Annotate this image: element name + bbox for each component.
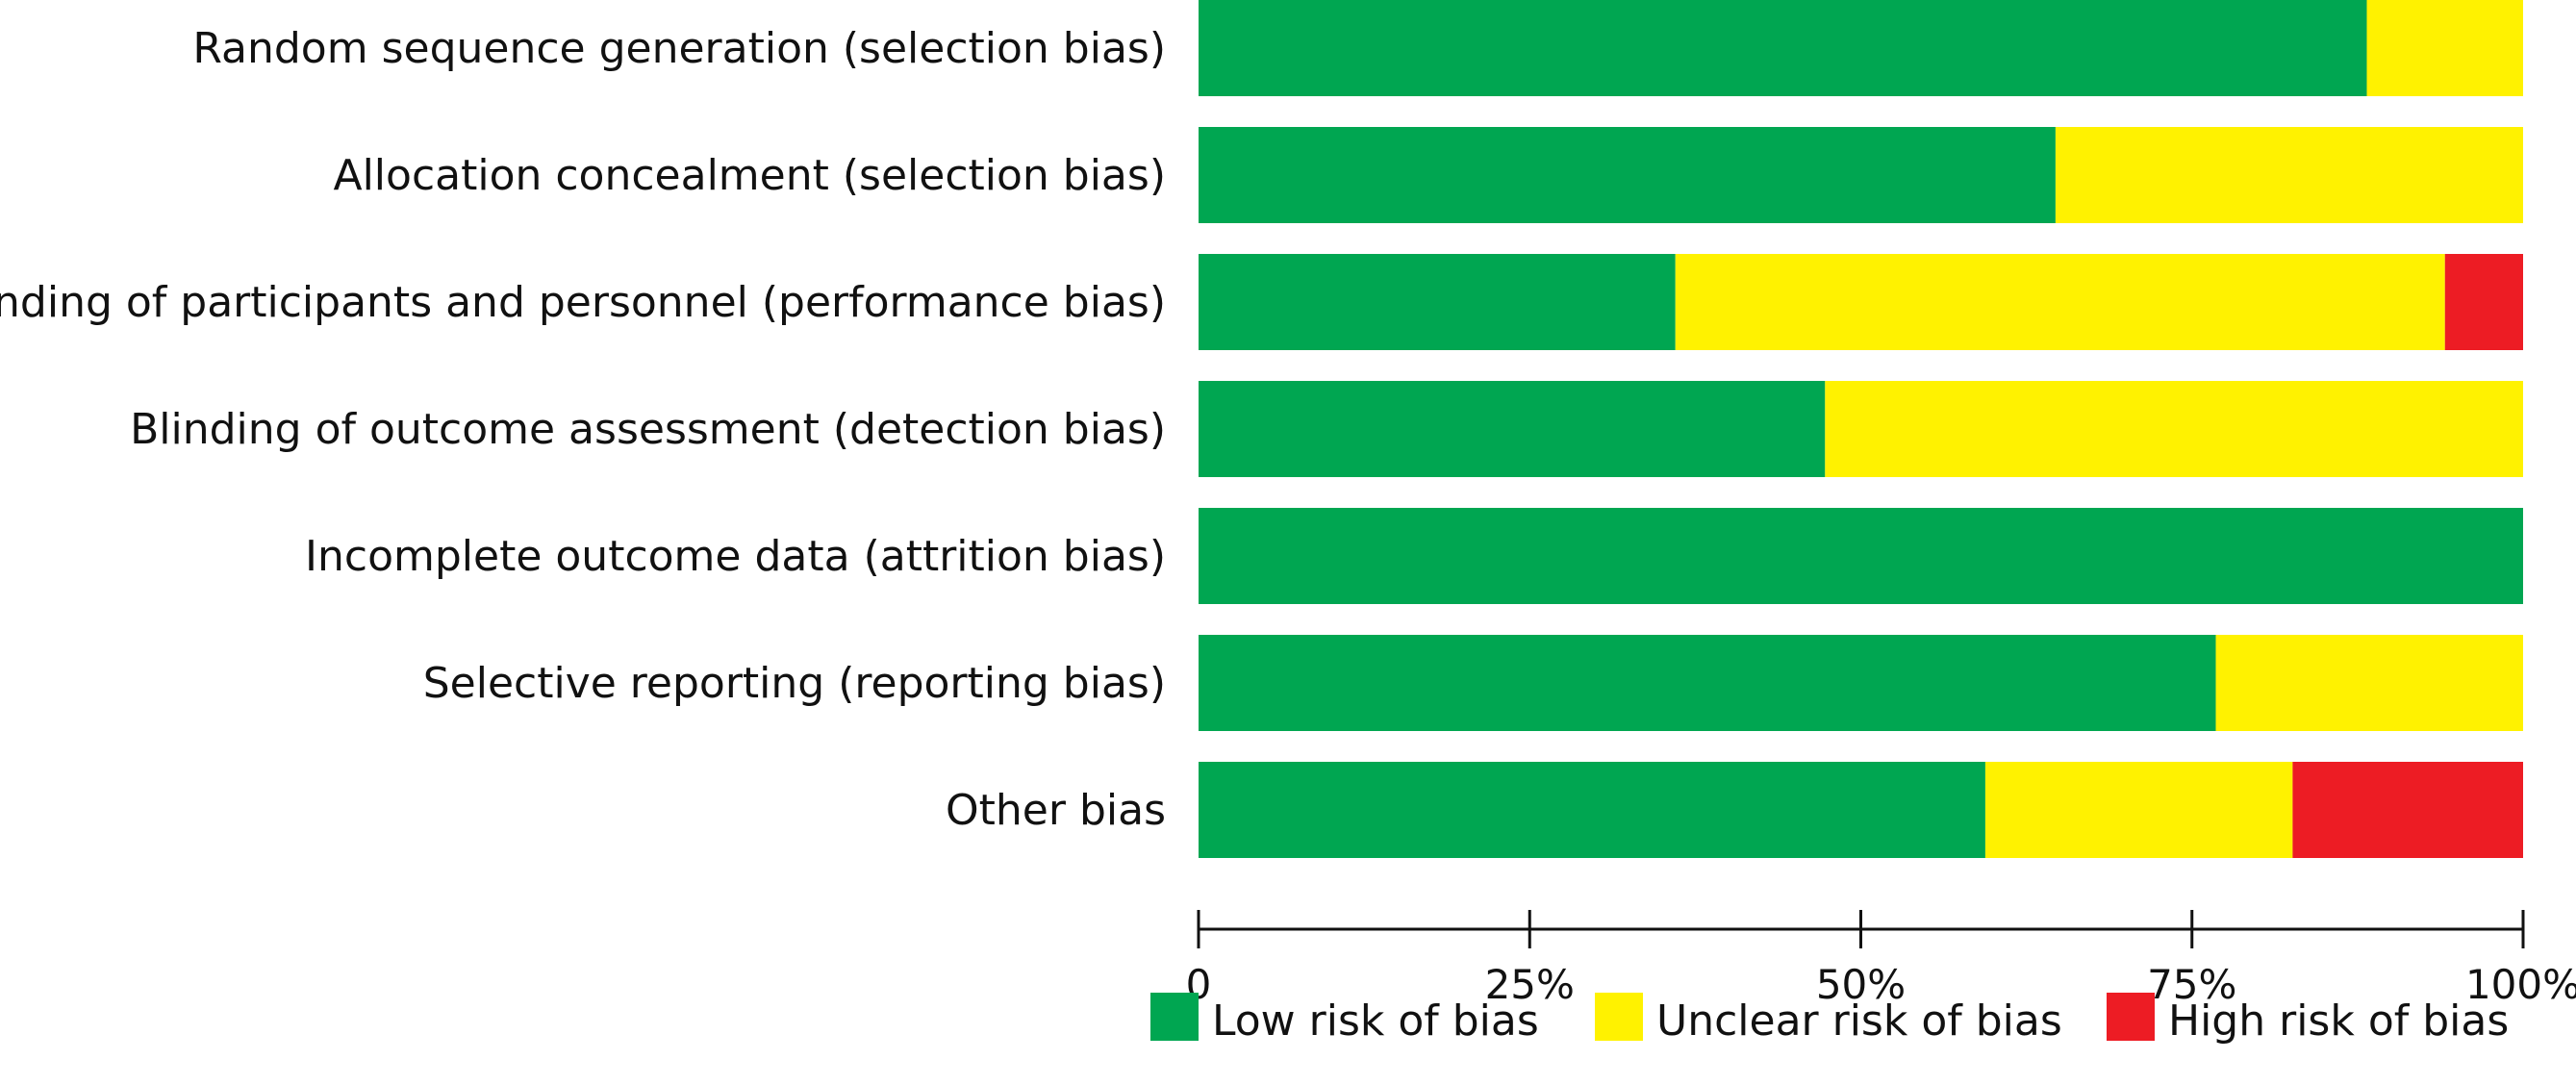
bar-segment-0-row-0 [1199, 0, 2367, 96]
x-tick-label-4: 100% [2465, 961, 2576, 1008]
bar-segment-0-row-6 [1199, 762, 1985, 858]
legend-swatch-0 [1150, 993, 1199, 1041]
bar-segment-1-row-3 [1825, 381, 2523, 477]
x-tick-label-3: 75% [2147, 961, 2236, 1008]
legend-label-0: Low risk of bias [1212, 997, 1539, 1046]
category-label-2: Blinding of participants and personnel (… [0, 278, 1166, 327]
x-tick-label-2: 50% [1816, 961, 1906, 1008]
bar-segment-1-row-2 [1675, 254, 2445, 350]
category-label-4: Incomplete outcome data (attrition bias) [305, 532, 1166, 581]
bar-segment-0-row-3 [1199, 381, 1826, 477]
bar-segment-1-row-5 [2215, 635, 2523, 731]
x-tick-label-1: 25% [1485, 961, 1575, 1008]
category-label-3: Blinding of outcome assessment (detectio… [130, 405, 1166, 454]
category-label-6: Other bias [946, 786, 1166, 835]
legend-swatch-1 [1595, 993, 1643, 1041]
legend-label-2: High risk of bias [2168, 997, 2509, 1046]
bar-segment-2-row-2 [2444, 254, 2523, 350]
category-label-0: Random sequence generation (selection bi… [192, 24, 1166, 73]
bar-segment-1-row-0 [2366, 0, 2523, 96]
legend-swatch-2 [2107, 993, 2155, 1041]
bar-segment-0-row-1 [1199, 127, 2056, 223]
bar-segment-0-row-5 [1199, 635, 2216, 731]
bar-segment-1-row-1 [2055, 127, 2523, 223]
legend-label-1: Unclear risk of bias [1656, 997, 2062, 1046]
bar-segment-0-row-4 [1199, 508, 2523, 604]
bar-area [1199, 0, 2523, 858]
category-label-1: Allocation concealment (selection bias) [333, 151, 1166, 200]
bar-segment-2-row-6 [2292, 762, 2523, 858]
category-label-5: Selective reporting (reporting bias) [423, 659, 1166, 708]
bar-segment-1-row-6 [1984, 762, 2293, 858]
category-labels: Random sequence generation (selection bi… [0, 24, 1166, 835]
legend: Low risk of bias Unclear risk of bias High… [1150, 993, 2509, 1046]
x-axis: 0 25% 50% 75% 100% [1186, 910, 2576, 1008]
bar-segment-0-row-2 [1199, 254, 1676, 350]
